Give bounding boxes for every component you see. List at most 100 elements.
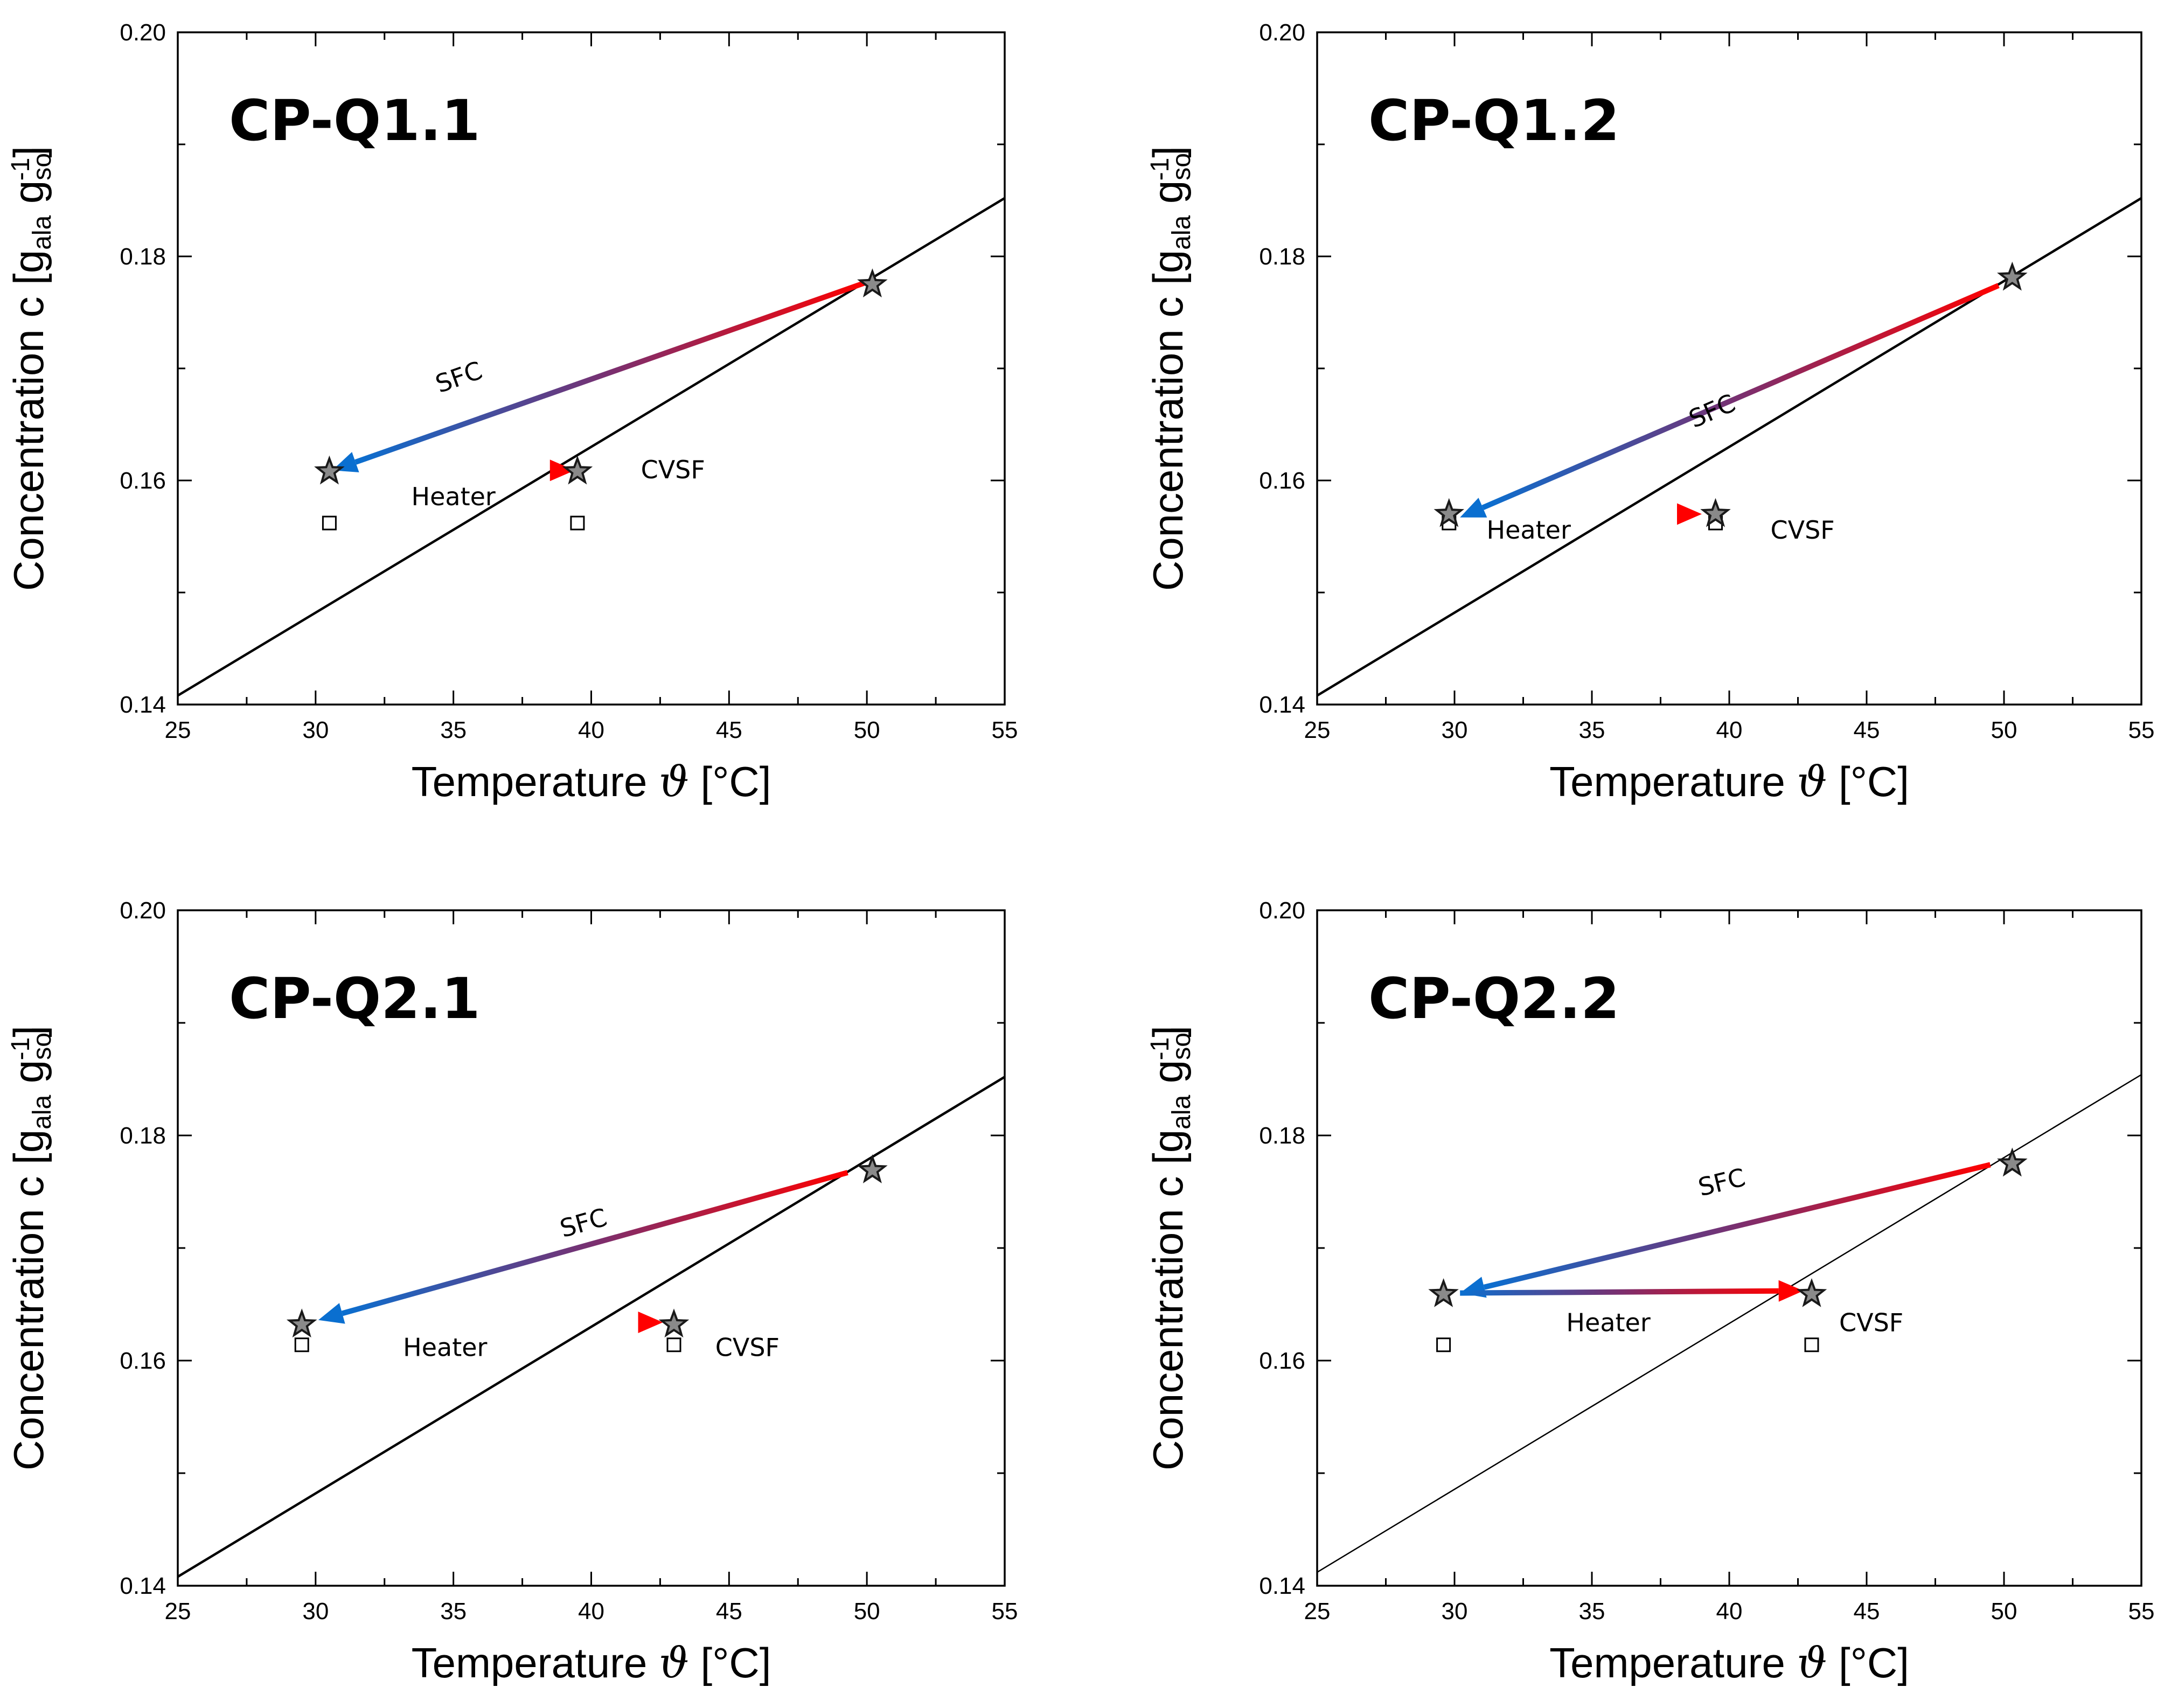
- heater-arrow: [1460, 1280, 1804, 1302]
- star-marker: [1996, 1147, 2028, 1177]
- solubility-curve: [178, 197, 1005, 697]
- x-tick-label: 50: [1991, 1598, 2017, 1625]
- solubility-curve: [178, 1076, 1005, 1578]
- solubility-curve: [1317, 197, 2141, 697]
- y-axis-label-part: ala: [1167, 215, 1196, 250]
- y-tick-label: 0.16: [120, 468, 166, 494]
- square-marker: [1436, 1337, 1451, 1353]
- heater-arrow: [1465, 503, 1702, 525]
- y-axis-label-part: ]: [5, 1026, 52, 1037]
- y-axis-label-part: ala: [28, 1095, 57, 1130]
- star-marker: [658, 1308, 690, 1338]
- x-tick-label: 35: [1579, 717, 1605, 743]
- star-marker: [1796, 1278, 1827, 1307]
- y-tick-label: 0.14: [120, 692, 166, 718]
- heater-label: Heater: [412, 482, 496, 511]
- sfc-arrow-shaft: [1481, 283, 2000, 511]
- y-axis-label-part: Concentration c [g: [5, 250, 52, 591]
- y-tick-label: 0.14: [1259, 692, 1305, 718]
- x-tick-label: 35: [440, 1598, 467, 1625]
- x-axis-label: Temperature ϑ [°C]: [412, 1639, 771, 1688]
- y-tick-label: 0.20: [1259, 897, 1305, 924]
- y-axis-label-part: -1: [6, 158, 35, 181]
- heater-arrow: [324, 1311, 663, 1333]
- square-marker: [570, 515, 585, 531]
- square-marker: [294, 1337, 309, 1353]
- x-tick-label: 35: [1579, 1598, 1605, 1625]
- square-marker: [1804, 1337, 1819, 1353]
- star-marker: [1428, 1278, 1459, 1307]
- y-axis-label-part: -1: [6, 1037, 35, 1061]
- x-tick-label: 45: [1854, 1598, 1880, 1625]
- y-tick-label: 0.14: [120, 1573, 166, 1599]
- y-tick-label: 0.18: [120, 1123, 166, 1149]
- x-tick-label: 45: [716, 717, 742, 743]
- cvsf-label: CVSF: [1771, 515, 1835, 545]
- sfc-arrow-shaft: [1483, 1162, 1991, 1290]
- x-tick-label: 40: [578, 717, 604, 743]
- x-tick-label: 45: [1854, 717, 1880, 743]
- chart-panel-3: 25 30 35 40 45 50 55 0.14 0.16 0.18 0.20 Temperatur…: [5, 897, 1018, 1688]
- x-tick-label: 30: [1442, 717, 1468, 743]
- panel-title: CP-Q1.2: [1368, 88, 1620, 154]
- x-axis-symbol: ϑ: [1797, 1639, 1827, 1688]
- heater-arrow-shaft: [1460, 1288, 1779, 1296]
- star-marker: [286, 1308, 317, 1338]
- x-tick-label: 30: [1442, 1598, 1468, 1625]
- sfc-arrow-shaft: [341, 1170, 848, 1316]
- y-axis-label-part: ]: [1144, 146, 1192, 158]
- heater-arrow: [343, 459, 575, 482]
- x-tick-label: 35: [440, 717, 467, 743]
- y-tick-label: 0.18: [120, 243, 166, 270]
- x-tick-label: 25: [165, 717, 191, 743]
- heater-label: Heater: [1487, 515, 1571, 545]
- star-marker: [857, 1154, 888, 1183]
- cvsf-label: CVSF: [1839, 1308, 1903, 1337]
- x-axis-unit: [°C]: [1827, 758, 1909, 805]
- y-axis-label: Concentration c [gala gsol-1]: [1144, 146, 1196, 591]
- y-tick-label: 0.16: [1259, 1348, 1305, 1374]
- y-axis-label-part: ]: [1144, 1026, 1192, 1037]
- sfc-label: SFC: [556, 1202, 610, 1243]
- x-axis-symbol: ϑ: [1797, 758, 1827, 806]
- x-axis-unit: [°C]: [689, 758, 771, 805]
- star-marker: [1997, 261, 2028, 291]
- y-axis-label-part: g: [5, 1060, 52, 1095]
- y-axis-label-part: ala: [28, 215, 57, 250]
- x-axis-unit: [°C]: [689, 1639, 771, 1686]
- y-axis-label-part: g: [5, 180, 52, 215]
- sfc-arrow-head: [318, 1303, 345, 1324]
- y-tick-label: 0.18: [1259, 243, 1305, 270]
- heater-arrow-head: [549, 459, 575, 482]
- x-tick-label: 50: [854, 717, 880, 743]
- y-tick-label: 0.20: [1259, 19, 1305, 46]
- y-axis-label-part: sol: [1167, 147, 1196, 180]
- x-tick-label: 30: [302, 717, 329, 743]
- solubility-curve: [1317, 1074, 2141, 1573]
- x-tick-label: 40: [1716, 1598, 1743, 1625]
- panel-title: CP-Q2.1: [229, 966, 481, 1031]
- y-axis-label-part: -1: [1146, 158, 1174, 181]
- square-marker: [322, 515, 337, 531]
- y-axis-label-part: Concentration c [g: [1144, 1130, 1192, 1470]
- sfc-label: SFC: [1695, 1162, 1748, 1202]
- x-axis-label: Temperature ϑ [°C]: [412, 758, 771, 806]
- heater-arrow-head: [1677, 503, 1702, 525]
- y-axis-label-part: g: [1144, 180, 1192, 215]
- y-axis-label-part: ]: [5, 146, 52, 158]
- x-axis-symbol: ϑ: [659, 758, 689, 806]
- star-marker: [1700, 498, 1731, 527]
- heater-arrow-head: [1778, 1280, 1804, 1302]
- x-tick-label: 30: [302, 1598, 329, 1625]
- y-tick-label: 0.18: [1259, 1123, 1305, 1149]
- star-marker: [562, 455, 593, 485]
- y-axis-label: Concentration c [gala gsol-1]: [1144, 1026, 1196, 1470]
- sfc-arrow: [318, 1170, 848, 1324]
- chart-panel-4: 25 30 35 40 45 50 55 0.14 0.16 0.18 0.20 Temperatur…: [1144, 897, 2154, 1688]
- y-axis-label-part: Concentration c [g: [1144, 250, 1192, 591]
- y-axis-label-part: sol: [1167, 1027, 1196, 1059]
- y-tick-label: 0.20: [120, 19, 166, 46]
- x-axis-label: Temperature ϑ [°C]: [1549, 758, 1909, 806]
- panel-title: CP-Q2.2: [1368, 966, 1620, 1031]
